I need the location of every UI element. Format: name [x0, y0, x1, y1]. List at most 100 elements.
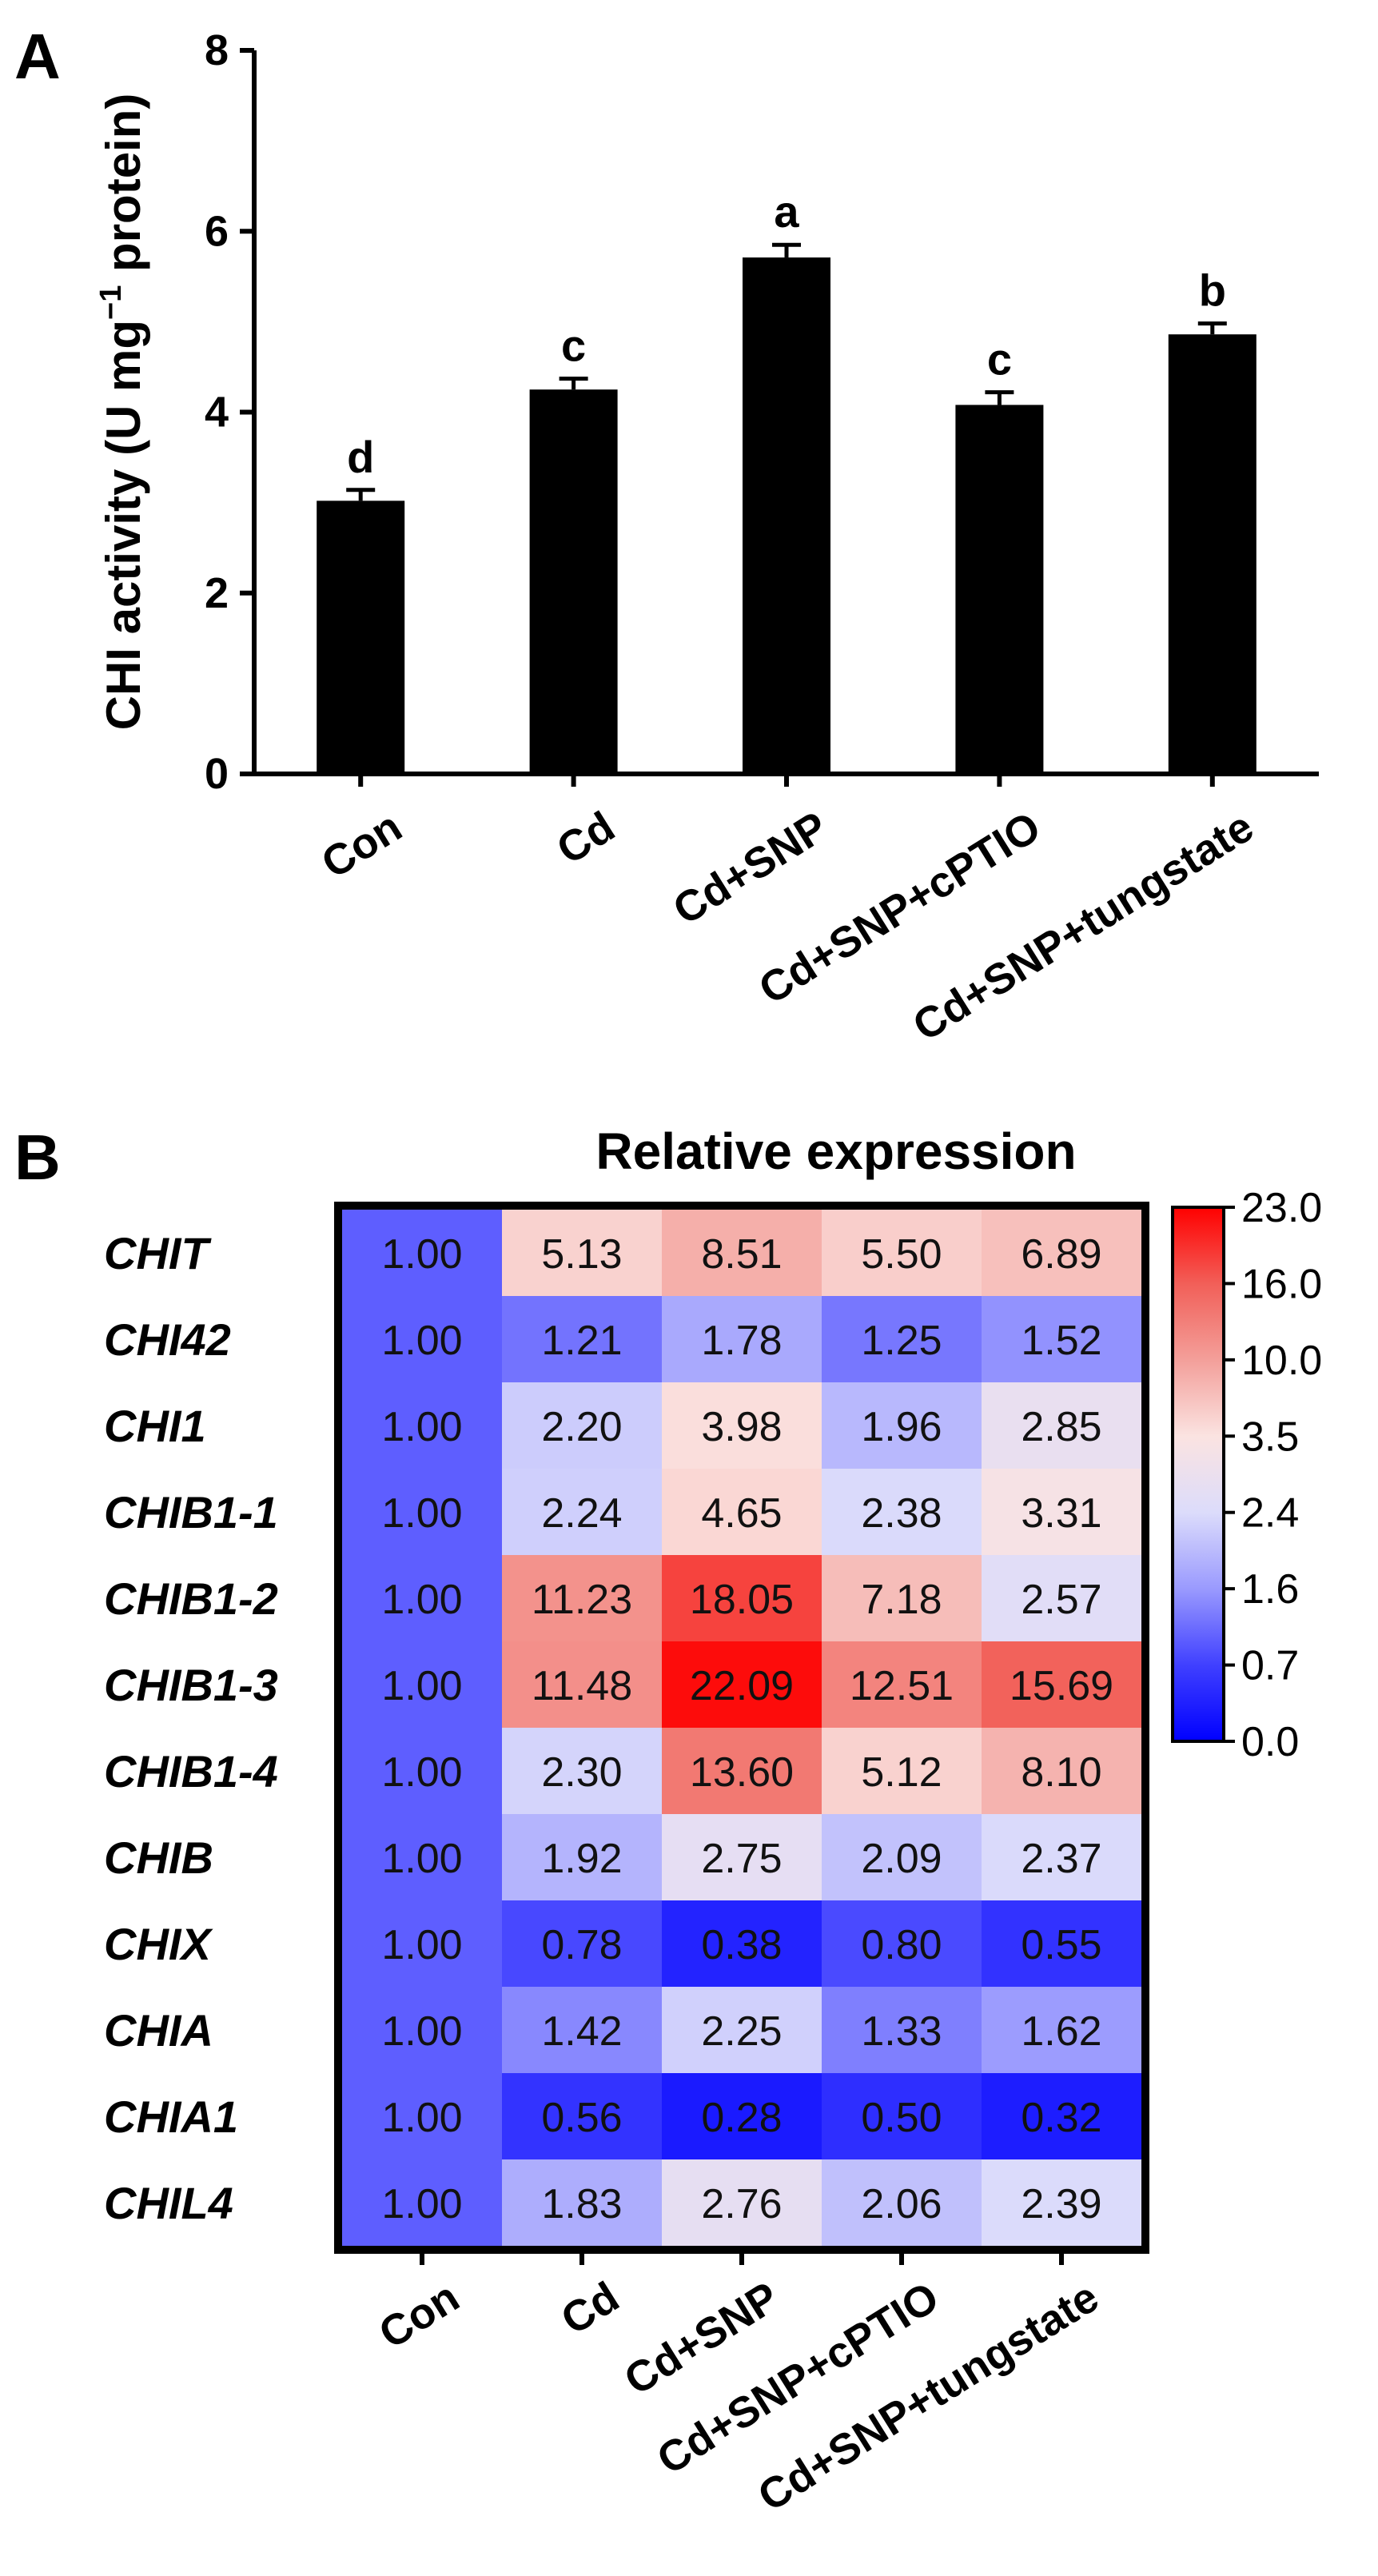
- heatmap-cell: [662, 1296, 822, 1383]
- heatmap-cell-value: 0.80: [861, 1922, 942, 1968]
- heatmap-cell: [982, 1382, 1142, 1469]
- heatmap-cell: [502, 1814, 663, 1901]
- bar-chart-axes: 0 2 4 6 8 CHI activity (U mg−1 protein): [94, 26, 1319, 798]
- heatmap-cell: [662, 1728, 822, 1815]
- heatmap-cell-value: 2.06: [861, 2181, 942, 2227]
- heatmap-cell: [342, 1210, 503, 1297]
- heatmap-cell-value: 1.83: [541, 2181, 622, 2227]
- heatmap-cell-value: 0.50: [861, 2095, 942, 2141]
- colorbar-tick-label: 16.0: [1241, 1261, 1322, 1307]
- heatmap-cell-value: 2.37: [1021, 1836, 1101, 1882]
- heatmap-cell-value: 1.00: [381, 1490, 462, 1537]
- heatmap-cell-value: 8.10: [1021, 1749, 1101, 1796]
- heatmap-cell: [662, 1814, 822, 1901]
- heatmap-cell-value: 1.33: [861, 2008, 942, 2055]
- heatmap-cell-value: 2.76: [701, 2181, 782, 2227]
- heatmap-cell-value: 11.48: [532, 1663, 632, 1709]
- heatmap-cell: [822, 1814, 982, 1901]
- heatmap-cell: [982, 1469, 1142, 1556]
- colorbar-tick-label: 10.0: [1241, 1338, 1322, 1384]
- heatmap-cell-value: 1.00: [381, 2008, 462, 2055]
- heatmap-cell: [982, 1555, 1142, 1642]
- y-tick-label: 0: [205, 750, 229, 798]
- heatmap-cell: [662, 2073, 822, 2160]
- heatmap-cell-value: 1.00: [381, 2181, 462, 2227]
- heatmap-cell: [502, 1987, 663, 2074]
- heatmap-cell: [342, 1641, 503, 1729]
- heatmap-cell: [982, 1210, 1142, 1297]
- heatmap-cell-value: 1.00: [381, 1663, 462, 1709]
- heatmap-cell-value: 1.21: [541, 1318, 622, 1364]
- y-tick-label: 6: [205, 207, 229, 255]
- heatmap-cell: [342, 1469, 503, 1556]
- panel-a-bar-chart: A 0 2 4 6 8 CHI activity (U mg−1 protein) d Co…: [14, 21, 1319, 1051]
- heatmap-cell: [502, 2073, 663, 2160]
- heatmap-cell: [662, 1555, 822, 1642]
- heatmap-cell: [982, 1814, 1142, 1901]
- heatmap-column-label: Con: [371, 2273, 468, 2359]
- heatmap-cell: [982, 1641, 1142, 1729]
- heatmap-cell-value: 0.38: [701, 1922, 782, 1968]
- bar: [743, 257, 830, 774]
- x-tick-label: Cd+SNP+tungstate: [905, 803, 1262, 1051]
- heatmap-cell: [502, 1469, 663, 1556]
- heatmap-cell: [502, 1641, 663, 1729]
- heatmap-cell: [822, 1555, 982, 1642]
- heatmap-cell-value: 0.28: [701, 2095, 782, 2141]
- heatmap-cell: [822, 1382, 982, 1469]
- heatmap-cell: [662, 1382, 822, 1469]
- heatmap-row-label: CHIB1-2: [104, 1573, 278, 1624]
- colorbar-tick-label: 23.0: [1241, 1185, 1322, 1231]
- heatmap-cell-value: 1.00: [381, 1836, 462, 1882]
- heatmap-cell: [342, 1728, 503, 1815]
- heatmap-cell-value: 1.42: [541, 2008, 622, 2055]
- heatmap-cell: [822, 2159, 982, 2247]
- heatmap-cell-value: 1.78: [701, 1318, 782, 1364]
- heatmap-cell: [662, 1987, 822, 2074]
- heatmap-row-label: CHIA1: [104, 2092, 238, 2142]
- heatmap-cell-value: 1.96: [861, 1404, 942, 1450]
- heatmap-cell-value: 1.00: [381, 1404, 462, 1450]
- bar: [529, 389, 618, 774]
- heatmap-cell-value: 22.09: [690, 1663, 794, 1709]
- colorbar-tick-label: 0.7: [1241, 1643, 1299, 1689]
- heatmap-column-label: Cd: [553, 2273, 627, 2344]
- heatmap-cell-value: 6.89: [1021, 1231, 1101, 1278]
- panel-b-letter: B: [14, 1122, 61, 1193]
- bar: [1168, 334, 1257, 774]
- significance-letter: d: [347, 432, 374, 482]
- x-tick-label: Cd+SNP: [665, 803, 836, 935]
- heatmap-cell: [982, 1296, 1142, 1383]
- heatmap-row-label: CHI42: [104, 1314, 231, 1365]
- heatmap-cell: [502, 1296, 663, 1383]
- colorbar-tick-label: 1.6: [1241, 1566, 1299, 1613]
- heatmap-cell: [982, 1728, 1142, 1815]
- heatmap-cell-value: 0.78: [541, 1922, 622, 1968]
- heatmap-cell: [822, 1728, 982, 1815]
- heatmap-cell: [342, 1555, 503, 1642]
- significance-letter: c: [987, 334, 1012, 385]
- colorbar-tick-label: 3.5: [1241, 1414, 1299, 1460]
- heatmap-cell: [502, 1382, 663, 1469]
- heatmap-cell-value: 2.57: [1021, 1577, 1101, 1623]
- heatmap-cell: [822, 1641, 982, 1729]
- bar: [955, 405, 1044, 774]
- heatmap-cell-value: 2.38: [861, 1490, 942, 1537]
- bar: [317, 500, 405, 774]
- heatmap-cell-value: 15.69: [1010, 1663, 1113, 1709]
- heatmap-cells: 1.00 5.13 8.51 5.50 6.89 1.00 1.21 1.78 1.25 1.52…: [334, 1202, 1149, 2254]
- heatmap-cell-value: 1.00: [381, 1577, 462, 1623]
- heatmap-cell: [662, 1210, 822, 1297]
- heatmap-cell: [822, 1469, 982, 1556]
- colorbar-tick-label: 2.4: [1241, 1490, 1299, 1537]
- heatmap-cell-value: 5.12: [861, 1749, 942, 1796]
- heatmap-cell-value: 11.23: [532, 1577, 632, 1623]
- heatmap-row-label: CHIB1-4: [104, 1746, 278, 1796]
- heatmap-cell: [662, 1469, 822, 1556]
- heatmap-cell-value: 18.05: [690, 1577, 794, 1623]
- heatmap-cell: [662, 1641, 822, 1729]
- heatmap-cell: [342, 2073, 503, 2160]
- heatmap-cell-value: 4.65: [701, 1490, 782, 1537]
- heatmap-row-label: CHIB: [104, 1832, 213, 1883]
